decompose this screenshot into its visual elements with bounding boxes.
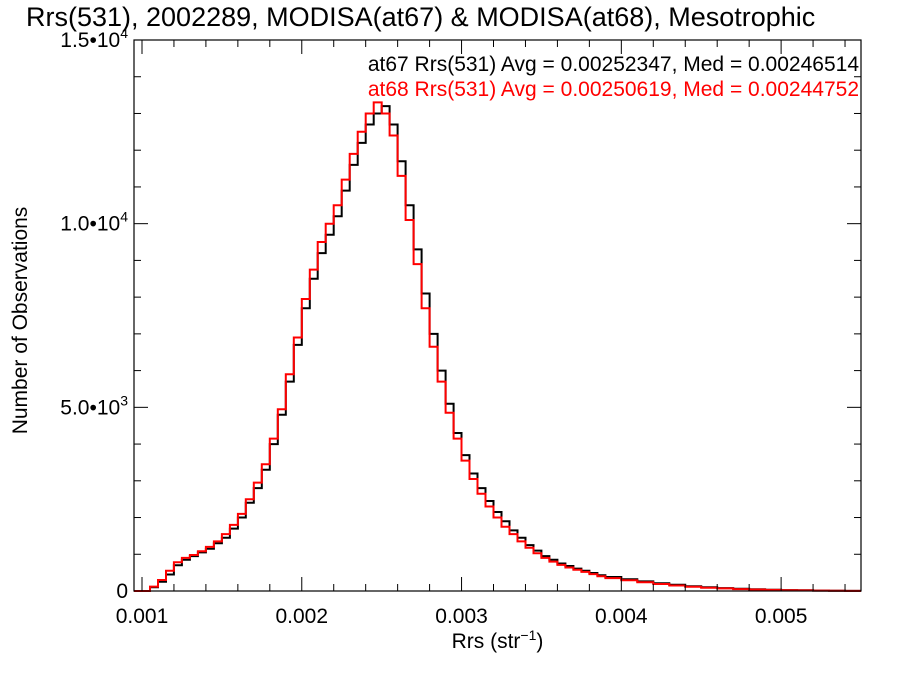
series-line-1 (134, 101, 861, 592)
y-tick-label-2: 1.0•104 (60, 209, 128, 236)
y-tick-label-0: 0 (116, 580, 128, 603)
y-axis-label: Number of Observations (9, 207, 32, 435)
legend-entry-0: at67 Rrs(531) Avg = 0.00252347, Med = 0.… (368, 53, 859, 76)
x-tick-label-4: 0.005 (755, 605, 808, 628)
chart-title: Rrs(531), 2002289, MODISA(at67) & MODISA… (26, 2, 816, 32)
series-layer (134, 101, 861, 592)
y-tick-label-1: 5.0•103 (60, 392, 128, 419)
x-tick-label-3: 0.004 (595, 605, 648, 628)
legend-entry-1: at68 Rrs(531) Avg = 0.00250619, Med = 0.… (368, 78, 859, 101)
legend: at67 Rrs(531) Avg = 0.00252347, Med = 0.… (368, 53, 859, 101)
y-tick-label-3: 1.5•104 (60, 25, 128, 52)
x-axis: 0.001 0.002 0.003 0.004 0.005 (116, 40, 846, 628)
x-tick-label-2: 0.003 (435, 605, 488, 628)
x-axis-label: Rrs (str−1) (452, 627, 544, 653)
x-tick-label-0: 0.001 (116, 605, 169, 628)
y-axis: 0 5.0•103 1.0•104 1.5•104 (60, 25, 861, 603)
plot-frame (133, 39, 862, 592)
x-tick-label-1: 0.002 (275, 605, 328, 628)
